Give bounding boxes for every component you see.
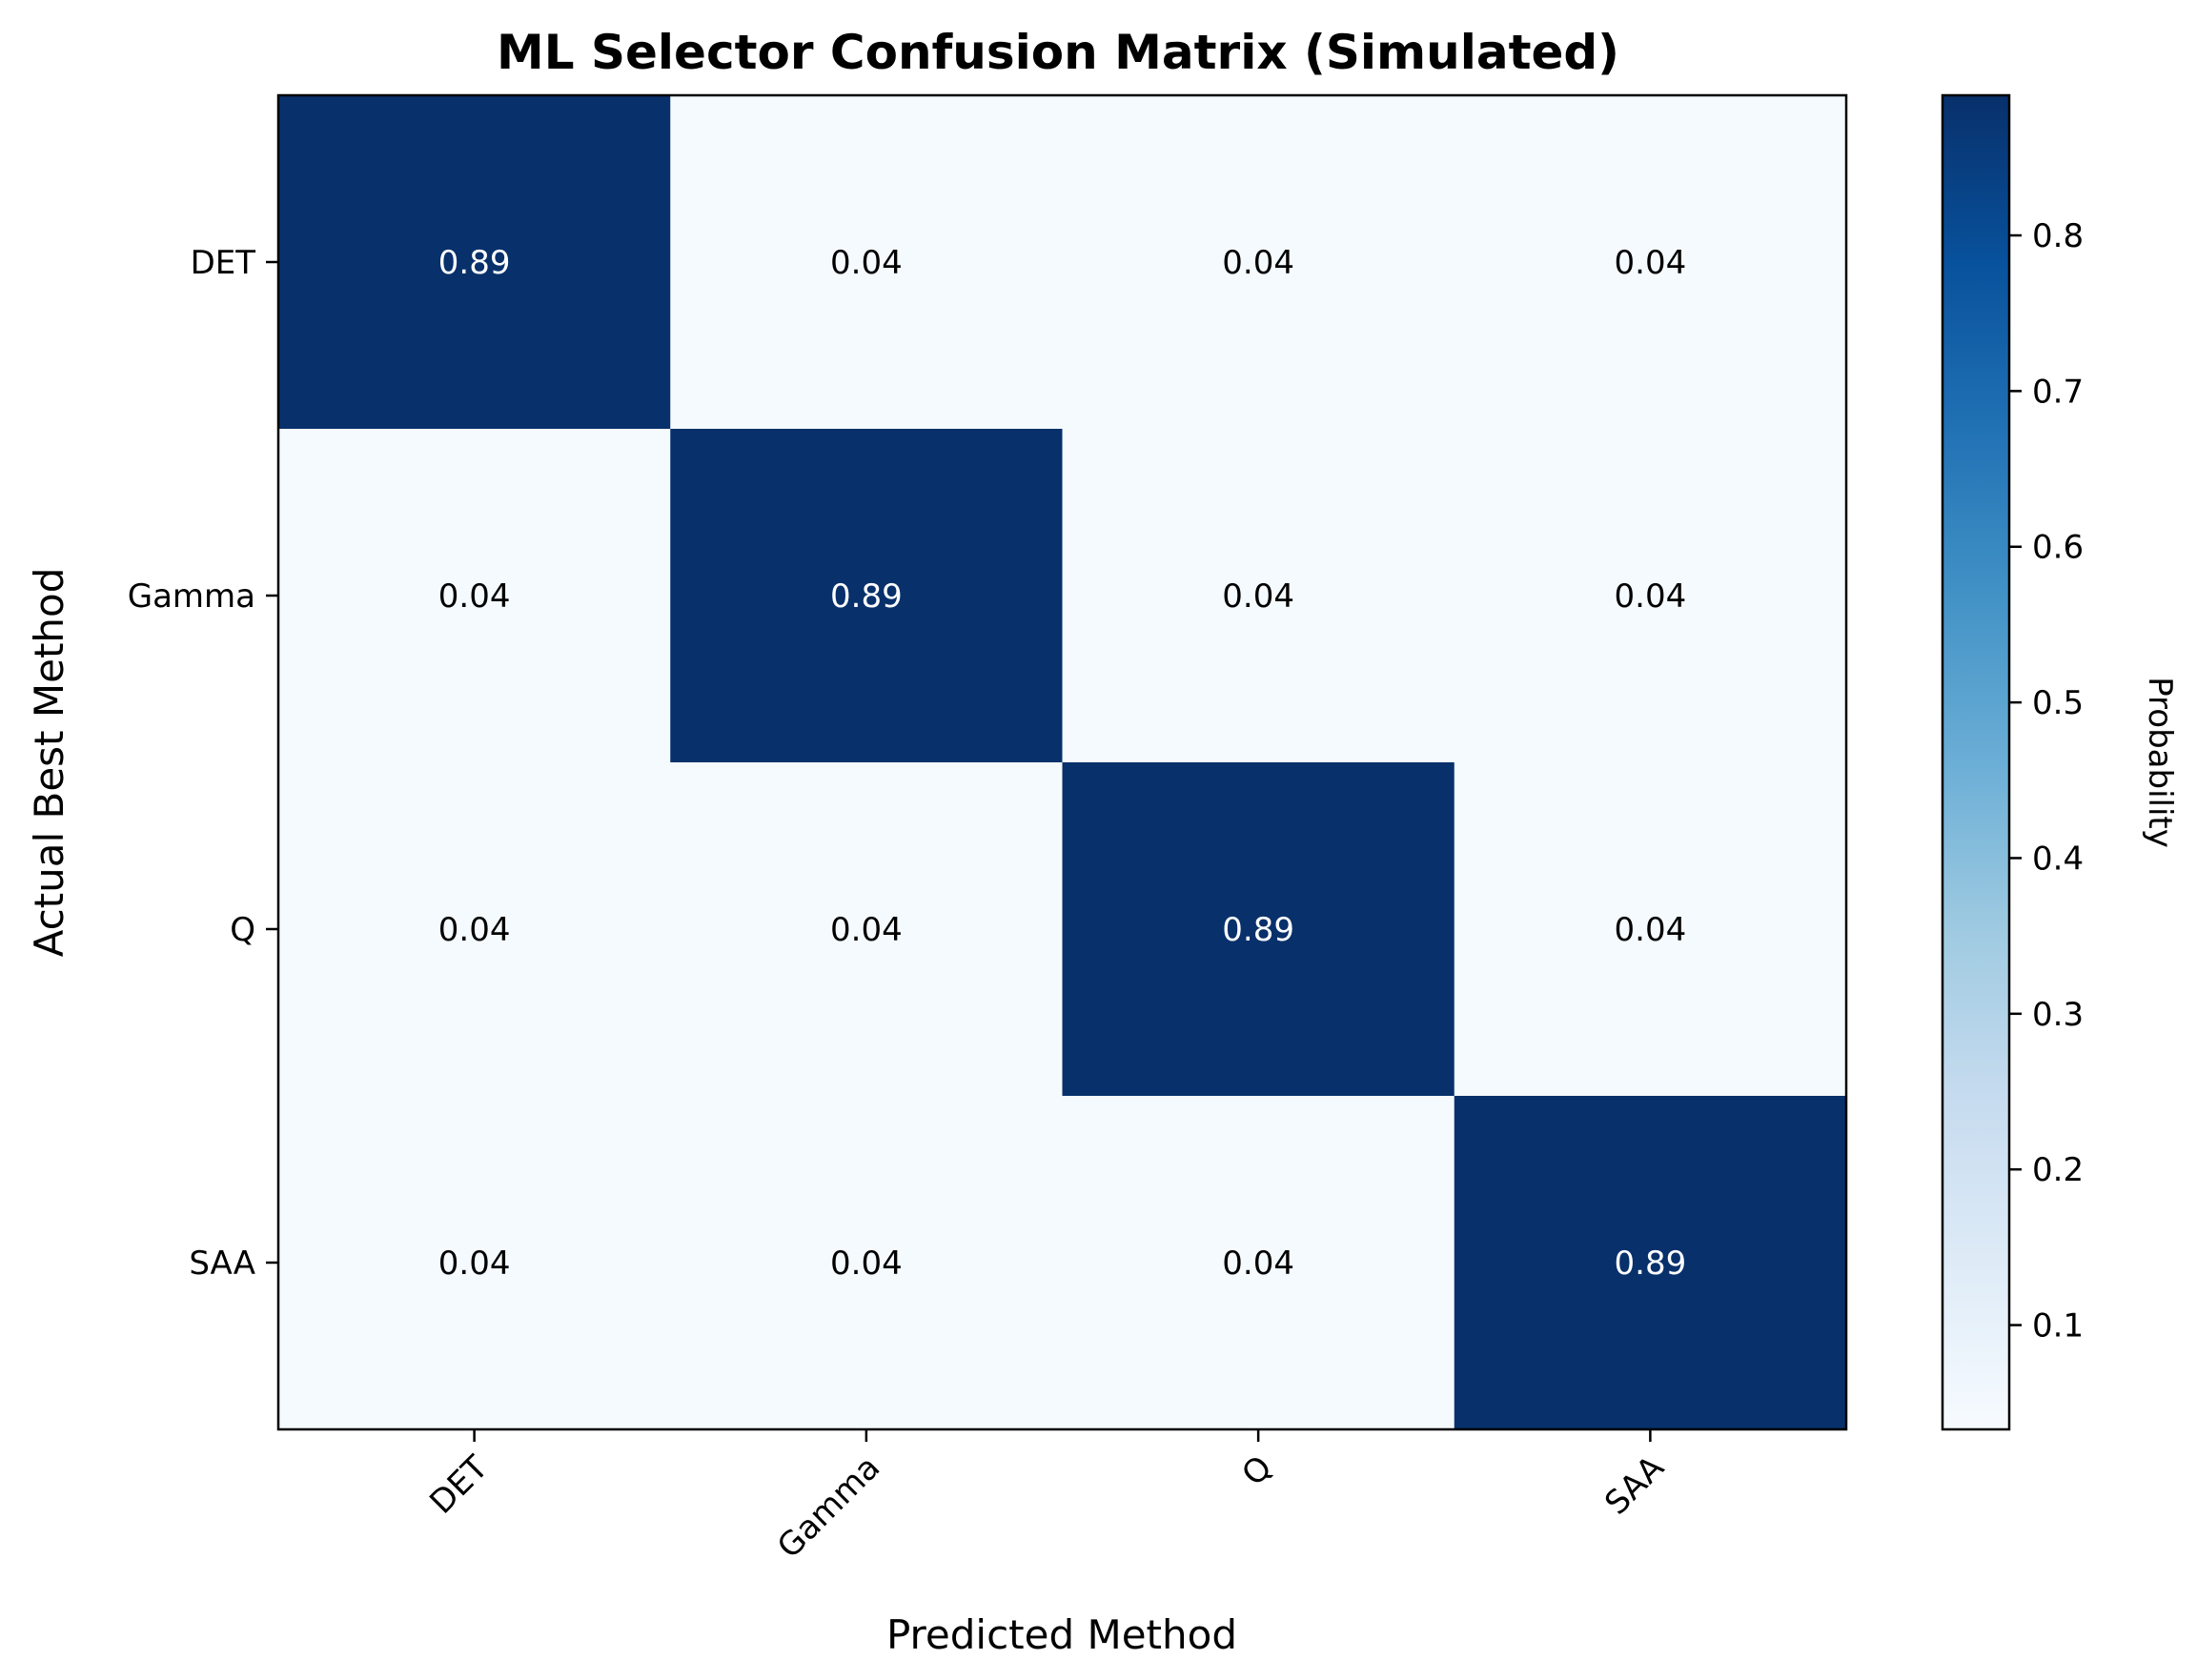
x-axis-label: Predicted Method [886, 1611, 1237, 1658]
colorbar-tick-label: 0.2 [2032, 1151, 2084, 1189]
heatmap-cell [1454, 762, 1847, 1097]
heatmap-cell [278, 429, 671, 763]
heatmap-cell [1062, 762, 1455, 1097]
heatmap-cell [1454, 95, 1847, 430]
x-tick-label: Gamma [770, 1448, 887, 1566]
cell-value-label: 0.89 [1615, 1245, 1687, 1283]
y-tick-label: Gamma [128, 577, 255, 616]
heatmap-cell [670, 1096, 1063, 1430]
heatmap-cell [1062, 95, 1455, 430]
cell-value-label: 0.04 [438, 577, 511, 616]
x-axis-ticks: DET Gamma Q SAA [422, 1429, 1672, 1566]
heatmap-cell [278, 95, 671, 430]
colorbar-label: Probability [2141, 677, 2179, 848]
heatmap-cell-labels: 0.89 0.04 0.04 0.04 0.04 0.89 0.04 0.04 0.04 0.04… [438, 244, 1686, 1283]
cell-value-label: 0.04 [438, 1245, 511, 1283]
y-tick-label: DET [191, 244, 256, 282]
colorbar-tick-label: 0.3 [2032, 996, 2084, 1034]
cell-value-label: 0.04 [830, 911, 903, 949]
cell-value-label: 0.04 [1615, 911, 1687, 949]
cell-value-label: 0.04 [830, 244, 903, 282]
heatmap-cell [1062, 429, 1455, 763]
chart-title: ML Selector Confusion Matrix (Simulated) [497, 25, 1619, 80]
heatmap-cell [278, 762, 671, 1097]
x-tick-label: DET [422, 1448, 496, 1522]
cell-value-label: 0.04 [830, 1245, 903, 1283]
cell-value-label: 0.04 [438, 911, 511, 949]
cell-value-label: 0.04 [1615, 577, 1687, 616]
colorbar-tick-label: 0.4 [2032, 840, 2084, 878]
colorbar-tick-label: 0.5 [2032, 684, 2084, 722]
heatmap-cell [278, 1096, 671, 1430]
cell-value-label: 0.89 [438, 244, 511, 282]
plot-frame [276, 93, 1848, 1431]
x-tick-label: Q [1234, 1448, 1279, 1493]
y-axis-label: Actual Best Method [26, 568, 72, 958]
colorbar-tick-label: 0.7 [2032, 373, 2084, 411]
colorbar-tick-label: 0.6 [2032, 529, 2084, 567]
heatmap-cells [278, 95, 1847, 1430]
colorbar-tick-label: 0.8 [2032, 217, 2084, 255]
cell-value-label: 0.89 [1222, 911, 1294, 949]
y-tick-label: Q [230, 911, 255, 949]
x-tick-label: SAA [1597, 1448, 1672, 1523]
heatmap-cell [1454, 429, 1847, 763]
heatmap-cell [670, 429, 1063, 763]
colorbar-ticks: 0.1 0.2 0.3 0.4 0.5 0.6 0.7 0.8 [2009, 217, 2084, 1346]
cell-value-label: 0.04 [1222, 244, 1294, 282]
heatmap-cell [1062, 1096, 1455, 1430]
colorbar-tick-label: 0.1 [2032, 1307, 2084, 1346]
cell-value-label: 0.04 [1222, 1245, 1294, 1283]
heatmap-cell [1454, 1096, 1847, 1430]
heatmap-cell [670, 95, 1063, 430]
cell-value-label: 0.04 [1222, 577, 1294, 616]
heatmap-cell [670, 762, 1063, 1097]
y-axis-ticks: DET Gamma Q SAA [128, 244, 278, 1283]
cell-value-label: 0.89 [830, 577, 903, 616]
colorbar [1941, 93, 2011, 1431]
y-tick-label: SAA [189, 1245, 255, 1283]
cell-value-label: 0.04 [1615, 244, 1687, 282]
